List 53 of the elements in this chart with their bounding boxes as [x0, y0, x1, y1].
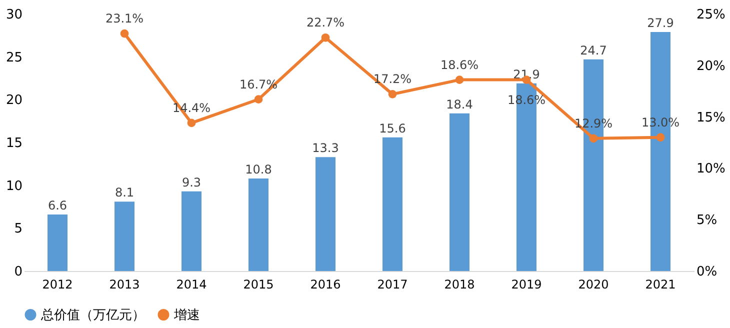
y-tick-label: 15 — [6, 136, 22, 151]
y2-tick-label: 20% — [696, 58, 726, 74]
bar — [114, 202, 134, 271]
bar — [248, 178, 268, 271]
bar — [182, 191, 202, 271]
x-tick-label: 2012 — [42, 278, 73, 292]
data-label: 13.3 — [312, 141, 339, 156]
bar — [450, 113, 470, 271]
y-tick-label: 20 — [6, 93, 22, 108]
point — [455, 76, 464, 84]
data-label: 8.1 — [114, 186, 134, 200]
data-label: 24.7 — [580, 43, 607, 58]
point — [321, 33, 330, 42]
x-tick-label: 2021 — [645, 278, 676, 292]
legend-label: 总价值（万亿元） — [40, 308, 145, 323]
y-tick-label: 10 — [6, 178, 22, 194]
x-tick-label: 2014 — [176, 278, 207, 292]
point — [388, 90, 397, 98]
x-tick-label: 2013 — [109, 278, 140, 292]
x-tick-label: 2018 — [444, 278, 475, 292]
legend-label: 增速 — [173, 308, 200, 323]
data-label: 23.1% — [105, 12, 144, 26]
data-label: 10.8 — [245, 162, 272, 176]
point — [187, 118, 196, 128]
y-tick-label: 0 — [14, 264, 22, 280]
y-tick-label: 5 — [14, 222, 22, 237]
data-label: 9.3 — [182, 175, 202, 190]
bar — [48, 214, 68, 271]
data-label: 27.9 — [647, 16, 674, 30]
data-label: 18.6% — [440, 58, 479, 72]
data-label: 17.2% — [373, 72, 412, 86]
x-tick-label: 2017 — [377, 278, 408, 292]
data-label: 22.7% — [306, 16, 345, 30]
y2-tick-label: 0% — [696, 264, 718, 280]
y-tick-label: 25 — [6, 50, 22, 66]
y2-tick-label: 10% — [696, 162, 726, 177]
data-label: 18.4 — [446, 97, 473, 112]
y2-tick-label: 15% — [696, 110, 726, 126]
x-tick-label: 2016 — [310, 278, 341, 292]
data-label: 15.6 — [379, 121, 406, 136]
x-tick-label: 2015 — [243, 278, 274, 292]
x-tick-label: 2019 — [511, 278, 542, 292]
y2-tick-label: 5% — [696, 213, 718, 228]
bar — [316, 157, 336, 271]
bar — [382, 137, 402, 271]
data-label: 6.6 — [48, 198, 68, 212]
point — [254, 95, 263, 104]
y-tick-label: 30 — [6, 8, 22, 22]
y2-tick-label: 25% — [696, 8, 726, 22]
x-tick-label: 2020 — [578, 278, 609, 292]
point — [656, 133, 665, 142]
point — [120, 29, 129, 38]
point — [589, 134, 598, 143]
